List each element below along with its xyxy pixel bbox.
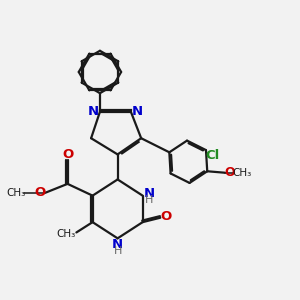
Text: O: O <box>62 148 73 161</box>
Text: N: N <box>88 105 99 118</box>
Text: O: O <box>34 186 45 199</box>
Text: N: N <box>112 238 123 251</box>
Text: Cl: Cl <box>205 149 220 163</box>
Text: H: H <box>113 246 122 256</box>
Text: H: H <box>145 195 153 205</box>
Text: CH₃: CH₃ <box>6 188 26 198</box>
Text: N: N <box>132 105 143 118</box>
Text: CH₃: CH₃ <box>232 168 252 178</box>
Text: N: N <box>144 187 155 200</box>
Text: O: O <box>225 166 235 179</box>
Text: CH₃: CH₃ <box>56 229 76 239</box>
Text: O: O <box>160 210 172 223</box>
